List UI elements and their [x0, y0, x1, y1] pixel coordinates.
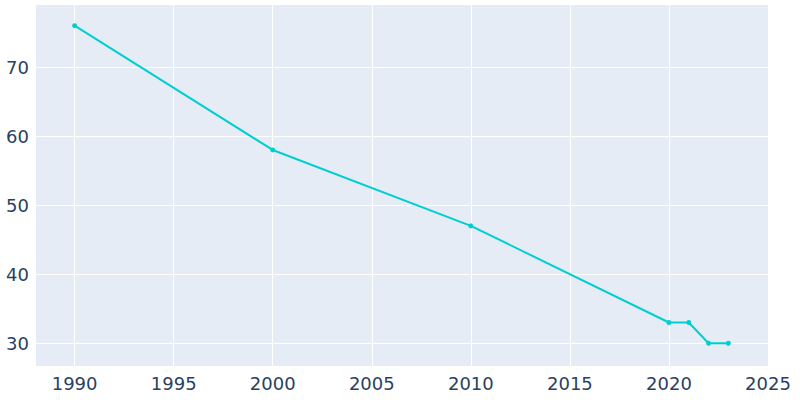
- svg-text:70: 70: [6, 57, 29, 78]
- svg-text:2010: 2010: [448, 373, 494, 394]
- svg-text:1995: 1995: [151, 373, 197, 394]
- svg-text:2000: 2000: [250, 373, 296, 394]
- svg-text:50: 50: [6, 195, 29, 216]
- svg-text:60: 60: [6, 126, 29, 147]
- svg-text:2020: 2020: [646, 373, 692, 394]
- svg-text:1990: 1990: [52, 373, 98, 394]
- svg-text:30: 30: [6, 333, 29, 354]
- svg-text:2015: 2015: [547, 373, 593, 394]
- svg-text:40: 40: [6, 264, 29, 285]
- svg-text:2025: 2025: [745, 373, 791, 394]
- svg-text:2005: 2005: [349, 373, 395, 394]
